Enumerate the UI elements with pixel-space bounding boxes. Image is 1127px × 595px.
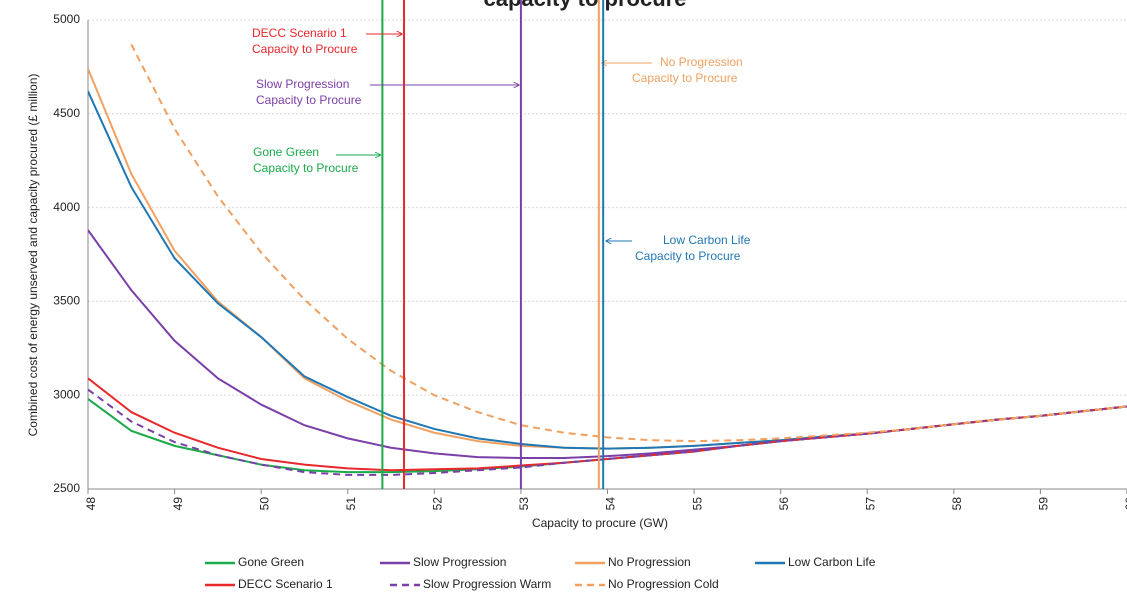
- x-tick-label: 55: [690, 497, 704, 511]
- series-line: [88, 229, 1127, 460]
- x-tick-label: 58: [950, 497, 964, 511]
- x-axis-label: Capacity to procure (GW): [532, 516, 668, 530]
- annotation-text: Capacity to Procure: [635, 249, 741, 263]
- legend-label: No Progression Cold: [608, 577, 719, 591]
- x-tick-label: 59: [1037, 497, 1051, 511]
- y-axis-label: Combined cost of energy unserved and cap…: [26, 74, 40, 437]
- legend-label: Slow Progression: [413, 555, 506, 569]
- y-tick-label: 4500: [53, 106, 80, 120]
- x-tick-label: 56: [777, 497, 791, 511]
- x-tick-label: 60: [1123, 497, 1127, 511]
- series-line: [88, 68, 1127, 450]
- series-line: [130, 43, 1127, 443]
- legend-label: DECC Scenario 1: [238, 577, 333, 591]
- x-tick-label: 49: [171, 497, 185, 511]
- annotation-text: Capacity to Procure: [252, 42, 358, 56]
- annotation-text: Capacity to Procure: [632, 71, 738, 85]
- annotation-text: Slow Progression: [256, 77, 349, 91]
- legend-label: Slow Progression Warm: [423, 577, 551, 591]
- x-tick-label: 52: [431, 497, 445, 511]
- x-tick-label: 50: [257, 497, 271, 511]
- annotation-text: Low Carbon Life: [663, 233, 751, 247]
- annotation-text: Capacity to Procure: [256, 93, 362, 107]
- y-tick-label: 3500: [53, 294, 80, 308]
- y-tick-label: 3000: [53, 387, 80, 401]
- annotation-text: Gone Green: [253, 145, 319, 159]
- y-tick-label: 5000: [53, 12, 80, 26]
- x-tick-label: 51: [344, 497, 358, 511]
- y-tick-label: 2500: [53, 481, 80, 495]
- x-tick-label: 54: [604, 497, 618, 511]
- annotation-text: Capacity to Procure: [253, 161, 359, 175]
- legend-label: Gone Green: [238, 555, 304, 569]
- x-tick-label: 48: [84, 497, 98, 511]
- annotation-text: No Progression: [660, 55, 743, 69]
- legend-label: No Progression: [608, 555, 691, 569]
- x-tick-label: 53: [517, 497, 531, 511]
- y-tick-label: 4000: [53, 200, 80, 214]
- chart-title: capacity to procure: [484, 0, 687, 11]
- legend-label: Low Carbon Life: [788, 555, 876, 569]
- x-tick-label: 57: [863, 497, 877, 511]
- annotation-text: DECC Scenario 1: [252, 26, 347, 40]
- series-line: [88, 388, 1127, 476]
